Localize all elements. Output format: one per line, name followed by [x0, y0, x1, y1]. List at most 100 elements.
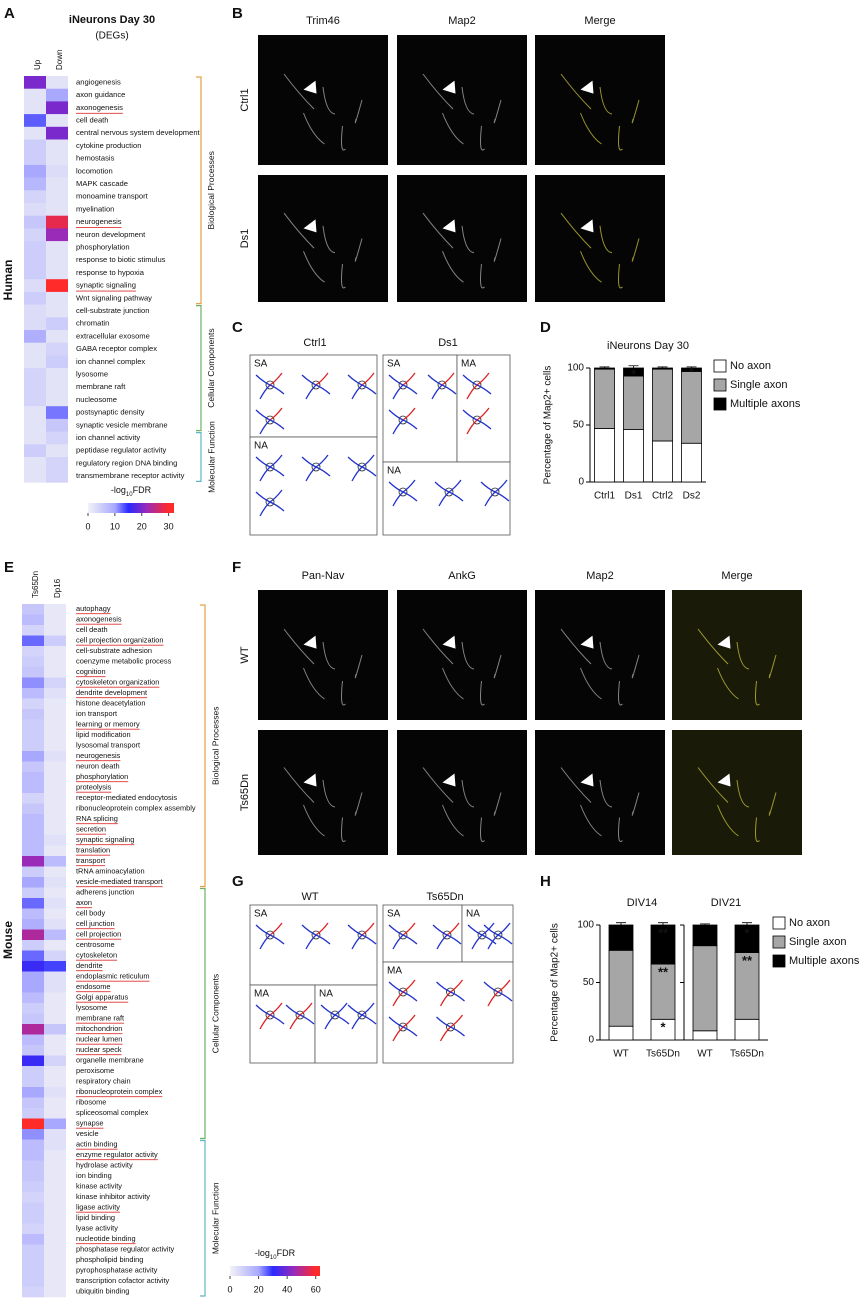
heat-cell: [44, 1244, 66, 1256]
chart-title: iNeurons Day 30: [607, 340, 689, 352]
heat-cell: [22, 971, 44, 983]
dendrite: [347, 1004, 363, 1016]
colorbar-tick-label: 20: [137, 521, 147, 531]
dendrite: [269, 466, 285, 477]
significance-mark: *: [689, 364, 695, 379]
heat-cell: [24, 418, 46, 432]
panel-subtitle: (DEGs): [95, 31, 128, 42]
neurite: [461, 779, 475, 808]
colorbar: [88, 503, 174, 513]
neurite: [599, 86, 613, 115]
panel-letter: B: [232, 5, 243, 22]
dendrite: [446, 922, 460, 936]
tracing-box: [382, 354, 458, 463]
heat-cell: [24, 368, 46, 382]
legend-label: No axon: [789, 917, 830, 929]
heat-cell: [22, 908, 44, 920]
colorbar-label: -log10FDR: [255, 1248, 296, 1260]
heat-cell: [44, 1276, 66, 1287]
neurite: [422, 767, 454, 803]
term-label: postsynaptic density: [76, 408, 145, 417]
dendrite: [402, 991, 418, 1002]
neurite: [717, 804, 739, 837]
row-label: WT: [239, 646, 251, 663]
heat-cell: [44, 929, 66, 941]
channel-label: Pan-Nav: [302, 570, 345, 582]
bar-segment: [681, 442, 702, 483]
heat-cell: [46, 203, 68, 216]
group-bracket: [196, 76, 202, 305]
dendrite: [315, 466, 331, 477]
heat-cell: [44, 856, 66, 867]
group-bracket: [200, 604, 206, 888]
term-label: secretion: [76, 825, 106, 834]
colorbar-label-part: -log: [255, 1248, 270, 1258]
heat-cell: [22, 1118, 44, 1130]
dendrite: [467, 924, 483, 936]
arrowhead: [580, 635, 594, 649]
term-label: cell projection: [76, 930, 121, 939]
dendrite: [361, 1014, 377, 1025]
neurite: [493, 238, 502, 262]
heat-cell: [44, 814, 66, 825]
heat-cell: [22, 604, 44, 615]
heat-cell: [44, 1265, 66, 1277]
heat-cell: [22, 1234, 44, 1245]
term-label: cell projection organization: [76, 636, 164, 645]
term-label: ion channel activity: [76, 433, 140, 442]
term-label: cytoskeleton: [76, 951, 117, 960]
dendrite: [269, 384, 285, 395]
heat-cell: [46, 215, 68, 229]
legend-label: No axon: [730, 360, 771, 372]
neurite: [461, 641, 475, 670]
x-tick-label: Ts65Dn: [646, 1049, 680, 1060]
group-label: Molecular Function: [206, 421, 216, 493]
box-label: NA: [319, 989, 333, 1000]
heat-cell: [22, 1276, 44, 1287]
colorbar-tick-label: 30: [164, 521, 174, 531]
heat-cell: [44, 1160, 66, 1172]
colorbar-label-part: -log: [111, 485, 126, 495]
neurite: [322, 641, 336, 670]
bar-segment: [652, 367, 673, 370]
dendrite: [269, 489, 283, 503]
heat-cell: [46, 279, 68, 293]
heat-cell: [24, 76, 46, 89]
row-label: Ctrl1: [239, 88, 251, 111]
neurite: [493, 654, 502, 679]
dendrite: [402, 419, 418, 430]
neurite: [283, 767, 315, 803]
soma: [265, 1010, 275, 1020]
dendrite: [487, 934, 499, 950]
term-label: lysosome: [76, 369, 108, 378]
heat-cell: [22, 1202, 44, 1214]
dendrite: [434, 481, 450, 493]
heat-cell: [22, 656, 44, 668]
heat-cell: [24, 431, 46, 445]
heat-cell: [22, 614, 44, 626]
term-label: MAPK cascade: [76, 179, 128, 188]
dendrite: [334, 1014, 350, 1025]
heat-cell: [44, 887, 66, 899]
panel-letter: A: [4, 5, 15, 22]
heat-cell: [46, 418, 68, 432]
significance-mark: *: [744, 925, 750, 940]
neurite: [283, 212, 315, 249]
x-tick-label: Ts65Dn: [730, 1049, 764, 1060]
dendrite: [255, 1004, 271, 1016]
y-tick-label: 50: [583, 977, 595, 988]
term-label: transcription cofactor activity: [76, 1276, 170, 1285]
heat-cell: [22, 929, 44, 941]
heat-cell: [22, 793, 44, 804]
heat-cell: [46, 380, 68, 394]
soma: [472, 415, 482, 425]
term-label: hemostasis: [76, 154, 115, 163]
dendrite: [301, 374, 317, 386]
heat-cell: [44, 877, 66, 888]
dendrite: [476, 419, 492, 430]
neurite: [322, 225, 336, 254]
term-label: synaptic vesicle membrane: [76, 420, 168, 429]
heat-cell: [44, 730, 66, 741]
micrograph: [397, 35, 527, 165]
